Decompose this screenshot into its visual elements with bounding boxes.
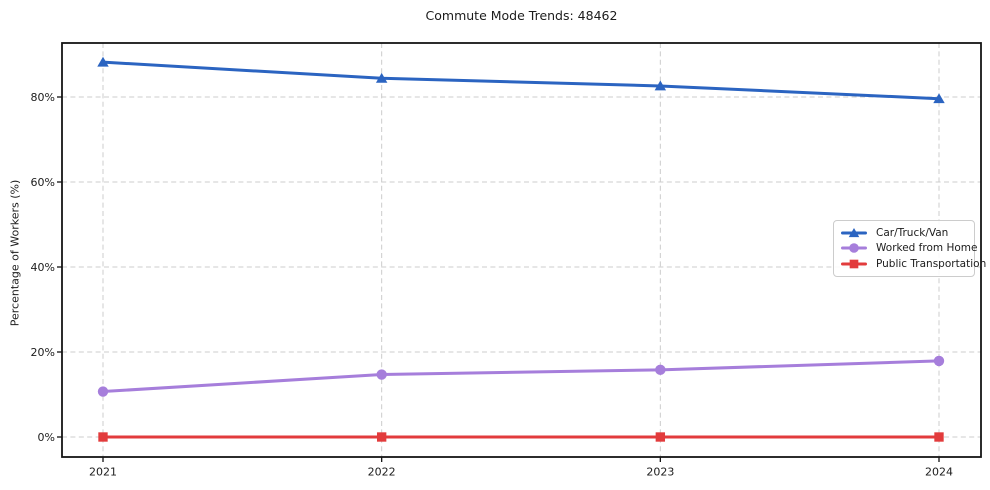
data-point-car-truck-van xyxy=(375,72,388,83)
data-point-car-truck-van xyxy=(97,56,109,67)
plot-frame xyxy=(61,42,982,458)
x-tick-label: 2024 xyxy=(925,466,953,479)
legend-label: Worked from Home xyxy=(876,242,978,255)
data-point-public-transportation xyxy=(98,432,108,442)
legend: Car/Truck/Van Worked from Home Public Tr… xyxy=(833,220,986,277)
legend-item-public-transportation: Public Transportation xyxy=(841,257,986,271)
y-tick-label: 80% xyxy=(31,91,55,104)
data-point-public-transportation xyxy=(934,432,944,442)
data-point-car-truck-van xyxy=(654,80,667,91)
data-point-public-transportation xyxy=(376,432,387,442)
data-point-worked-from-home xyxy=(933,355,945,367)
y-tick-label: 0% xyxy=(38,431,55,444)
y-tick-label: 60% xyxy=(31,176,55,189)
series-worked-from-home xyxy=(97,355,945,397)
legend-marker-triangle xyxy=(848,227,860,237)
series-car-truck-van xyxy=(97,56,945,104)
y-tick-label: 40% xyxy=(31,261,55,274)
y-tick-label: 20% xyxy=(31,346,55,359)
x-tick-label: 2021 xyxy=(89,466,117,479)
legend-item-car-truck-van: Car/Truck/Van xyxy=(841,226,968,240)
data-point-worked-from-home xyxy=(97,386,109,397)
legend-label: Car/Truck/Van xyxy=(876,226,949,239)
series-line-car-truck-van xyxy=(101,60,941,101)
data-point-car-truck-van xyxy=(933,93,945,104)
series-line-worked-from-home xyxy=(101,359,941,394)
data-point-worked-from-home xyxy=(376,369,387,380)
legend-marker-square xyxy=(849,259,859,269)
legend-item-worked-from-home: Worked from Home xyxy=(841,241,977,255)
chart-title: Commute Mode Trends: 48462 xyxy=(425,8,618,23)
x-tick-label: 2022 xyxy=(368,466,396,479)
legend-swatch-triangle-icon xyxy=(841,227,867,237)
legend-swatch-circle-icon xyxy=(841,243,867,254)
data-point-public-transportation xyxy=(655,432,666,442)
x-tick-label: 2023 xyxy=(646,466,674,479)
legend-label: Public Transportation xyxy=(876,257,987,270)
legend-marker-circle xyxy=(849,243,859,254)
series-public-transportation xyxy=(98,432,944,442)
legend-swatch-square-icon xyxy=(841,259,867,269)
data-point-worked-from-home xyxy=(655,364,666,376)
